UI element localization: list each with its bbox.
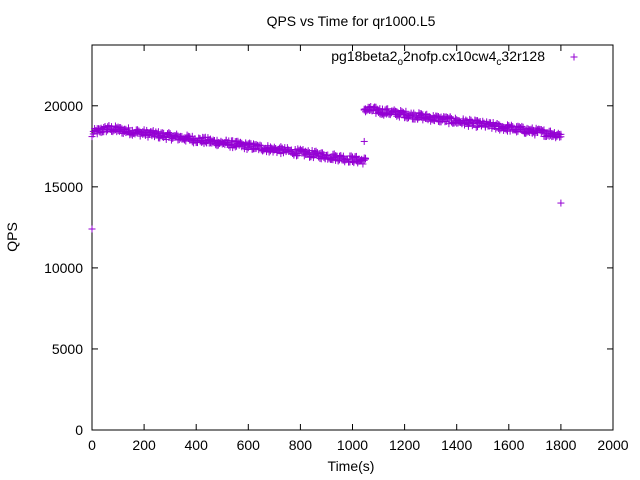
data-point — [360, 137, 368, 145]
legend-part2: 2nofp.cx10cw4 — [403, 48, 497, 64]
data-point — [557, 199, 565, 207]
legend: pg18beta2o2nofp.cx10cw4c32r128 — [331, 48, 578, 68]
plot-frame — [91, 44, 614, 431]
y-tick-label: 20000 — [44, 98, 83, 114]
data-point — [351, 154, 359, 162]
x-axis: 0 200 400 600 800 1000 1200 1400 1600 1800 2000 — [88, 45, 629, 453]
legend-marker-plus — [570, 53, 578, 61]
x-tick-label: 400 — [185, 437, 209, 453]
data-point — [472, 123, 480, 131]
data-points — [88, 103, 565, 233]
data-point — [88, 133, 96, 141]
data-point — [362, 154, 370, 162]
data-point — [256, 141, 264, 149]
x-axis-label: Time(s) — [328, 458, 375, 474]
legend-part1: pg18beta2 — [331, 48, 397, 64]
x-tick-label: 1600 — [493, 437, 524, 453]
y-tick-label: 0 — [75, 422, 83, 438]
y-axis: 0 5000 10000 15000 20000 — [44, 98, 613, 438]
x-tick-label: 1400 — [441, 437, 472, 453]
data-point — [167, 136, 175, 144]
legend-sub1: o — [397, 57, 403, 68]
y-axis-label: QPS — [4, 222, 20, 252]
data-point — [246, 139, 254, 147]
x-tick-label: 1000 — [337, 437, 368, 453]
legend-part3: 32r128 — [501, 48, 545, 64]
legend-label: pg18beta2o2nofp.cx10cw4c32r128 — [331, 48, 545, 68]
data-point — [165, 129, 173, 137]
data-point — [319, 149, 327, 157]
x-tick-label: 600 — [237, 437, 261, 453]
data-point — [513, 128, 521, 136]
x-tick-label: 800 — [289, 437, 313, 453]
data-point — [88, 225, 96, 233]
legend-sub2: c — [496, 57, 501, 68]
y-tick-label: 5000 — [52, 341, 83, 357]
x-tick-label: 1200 — [389, 437, 420, 453]
x-tick-label: 2000 — [597, 437, 628, 453]
chart-title: QPS vs Time for qr1000.L5 — [267, 13, 436, 29]
x-tick-label: 0 — [88, 437, 96, 453]
data-point — [557, 130, 565, 138]
data-point — [292, 152, 300, 160]
x-tick-label: 1800 — [545, 437, 576, 453]
data-point — [359, 160, 367, 168]
legend-marker — [570, 53, 578, 61]
data-point — [294, 151, 302, 159]
data-point — [124, 124, 132, 132]
x-tick-label: 200 — [132, 437, 156, 453]
data-point — [312, 147, 320, 155]
y-tick-label: 10000 — [44, 260, 83, 276]
data-point — [518, 122, 526, 130]
data-point — [395, 113, 403, 121]
data-point — [277, 143, 285, 151]
y-tick-label: 15000 — [44, 179, 83, 195]
data-point — [474, 123, 482, 131]
